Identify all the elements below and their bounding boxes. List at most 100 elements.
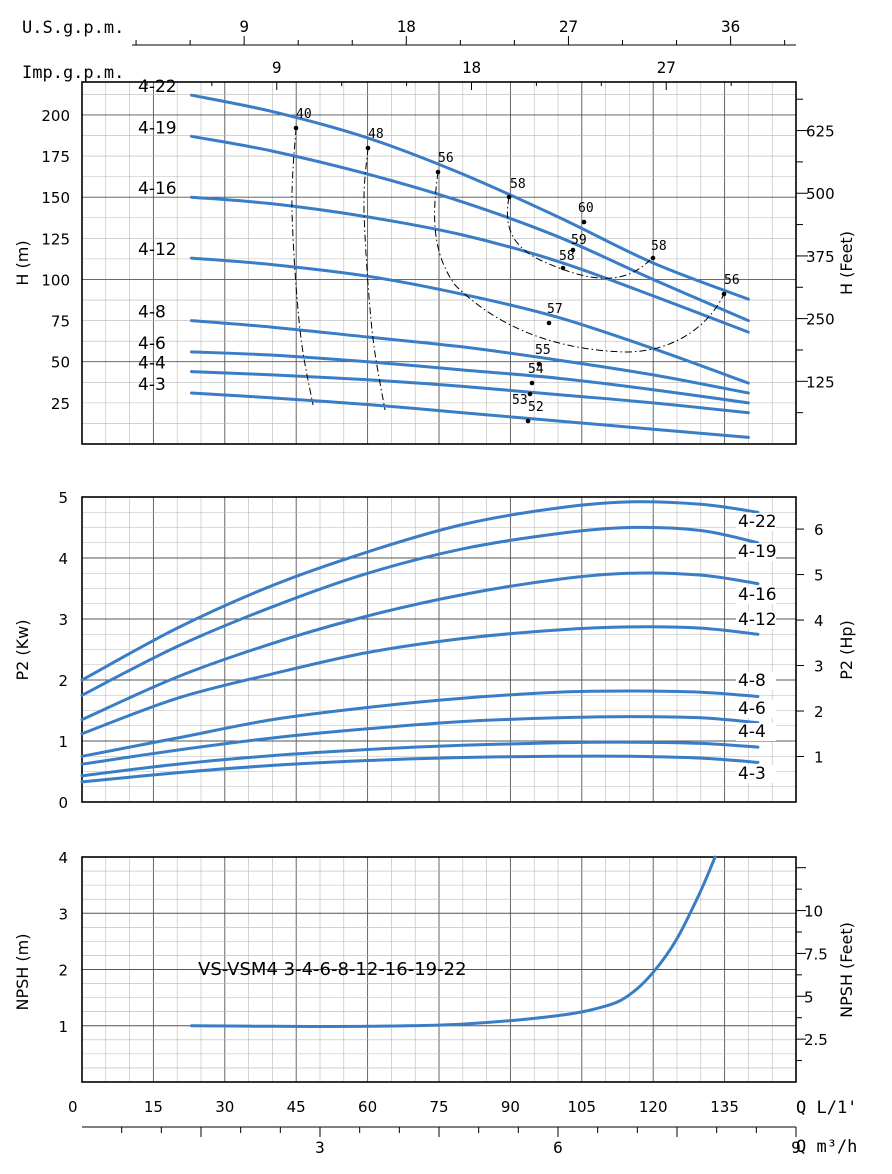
- npsh-right-tick-label: 5: [804, 988, 814, 1006]
- efficiency-label: 58: [510, 177, 526, 192]
- q-lmin-tick-label: 135: [710, 1098, 739, 1116]
- efficiency-isoline: [291, 127, 314, 406]
- q-m3h-tick-label: 3: [315, 1138, 325, 1157]
- q-lmin-tick-label: 15: [144, 1098, 163, 1116]
- efficiency-label: 52: [528, 400, 544, 415]
- power-series-label-4-6: 4-6: [738, 699, 766, 719]
- head-ytick-label: 200: [41, 107, 70, 125]
- power-series-label-4-19: 4-19: [738, 542, 777, 562]
- head-series-label-4-6: 4-6: [138, 334, 166, 354]
- power-ylabel-right: P2 (Hp): [837, 620, 856, 680]
- power-series-label-bg: [736, 672, 776, 690]
- power-series-label-bg: [736, 765, 776, 783]
- efficiency-isoline: [506, 196, 651, 279]
- head-series-label-4-8: 4-8: [138, 303, 166, 323]
- efficiency-label: 58: [651, 239, 667, 254]
- efficiency-marker: [581, 219, 587, 225]
- power-curve-4-16: [80, 571, 760, 722]
- power-series-label-4-4: 4-4: [738, 722, 766, 742]
- head-series-label-4-4: 4-4: [138, 354, 166, 374]
- head-curve-4-22: [190, 93, 750, 301]
- usgpm-tick-label: 36: [721, 17, 740, 36]
- npsh-right-tick-label: 7.5: [804, 945, 828, 963]
- power-curve-4-22: [80, 500, 760, 682]
- efficiency-marker: [650, 255, 656, 261]
- head-series-label-4-3: 4-3: [138, 375, 166, 395]
- power-series-label-4-8: 4-8: [738, 671, 766, 691]
- power-series-label-bg: [736, 611, 776, 629]
- head-right-tick-label: 250: [806, 311, 835, 329]
- head-curve-4-16: [190, 195, 750, 334]
- efficiency-marker: [529, 380, 535, 386]
- efficiency-label: 56: [724, 273, 740, 288]
- efficiency-label: 58: [559, 249, 575, 264]
- efficiency-label: 56: [438, 151, 454, 166]
- npsh-ytick-label: 4: [58, 849, 68, 867]
- head-curve-4-4: [190, 370, 750, 415]
- q-m3h-axis-label: Q m³/h: [796, 1137, 857, 1157]
- power-series-label-4-12: 4-12: [738, 610, 777, 630]
- head-series-label-4-12: 4-12: [138, 240, 177, 260]
- power-right-tick-label: 1: [814, 749, 824, 767]
- efficiency-isoline: [434, 171, 725, 353]
- efficiency-marker: [525, 418, 531, 424]
- efficiency-label: 60: [578, 201, 594, 216]
- q-lmin-tick-label: 75: [429, 1098, 448, 1116]
- impgpm-tick-label: 27: [657, 58, 676, 77]
- head-frame: [81, 81, 797, 445]
- impgpm-axis-label: Imp.g.p.m.: [22, 63, 124, 83]
- head-ytick-label: 25: [51, 395, 70, 413]
- power-curve-4-3: [80, 754, 760, 784]
- head-right-tick-label: 625: [806, 123, 835, 141]
- power-series-label-4-3: 4-3: [738, 764, 766, 784]
- q-lmin-tick-label: 0: [68, 1098, 78, 1116]
- power-right-tick-label: 3: [814, 658, 824, 676]
- power-ytick-label: 5: [58, 489, 68, 507]
- power-curve-4-8: [80, 689, 760, 758]
- efficiency-label: 48: [368, 127, 384, 142]
- power-right-tick-label: 6: [814, 521, 824, 539]
- efficiency-label: 55: [535, 343, 551, 358]
- head-ytick-label: 125: [41, 230, 70, 248]
- power-series-label-bg: [736, 513, 776, 531]
- npsh-ylabel-right: NPSH (Feet): [837, 922, 856, 1018]
- efficiency-marker: [365, 145, 371, 151]
- q-lmin-tick-label: 90: [501, 1098, 520, 1116]
- npsh-ytick-label: 3: [58, 905, 68, 923]
- efficiency-marker: [536, 361, 542, 367]
- head-right-tick-label: 125: [806, 373, 835, 391]
- npsh-grid: [81, 856, 797, 1083]
- head-ytick-label: 50: [51, 354, 70, 372]
- power-curve-4-12: [80, 625, 760, 736]
- npsh-curve: [190, 855, 717, 1029]
- head-ytick-label: 150: [41, 189, 70, 207]
- power-series-label-bg: [736, 723, 776, 741]
- power-ytick-label: 3: [58, 611, 68, 629]
- power-ytick-label: 0: [58, 794, 68, 812]
- head-right-tick-label: 375: [806, 248, 835, 266]
- head-curve-4-3: [190, 391, 750, 439]
- usgpm-tick-label: 27: [559, 17, 578, 36]
- efficiency-marker: [721, 291, 727, 297]
- npsh-ylabel: NPSH (m): [13, 934, 32, 1011]
- head-ylabel-right: H (Feet): [837, 231, 856, 295]
- head-series-label-4-16: 4-16: [138, 179, 177, 199]
- head-ytick-label: 175: [41, 148, 70, 166]
- head-curve-4-6: [190, 350, 750, 405]
- impgpm-tick-label: 18: [462, 58, 481, 77]
- head-right-tick-label: 500: [806, 185, 835, 203]
- power-series-label-4-16: 4-16: [738, 585, 777, 605]
- q-lmin-tick-label: 60: [358, 1098, 377, 1116]
- power-right-tick-label: 4: [814, 612, 824, 630]
- npsh-ytick-label: 1: [58, 1018, 68, 1036]
- head-curve-4-19: [190, 134, 750, 323]
- npsh-series-caption: VS-VSM4 3-4-6-8-12-16-19-22: [198, 959, 467, 980]
- efficiency-marker: [506, 194, 512, 200]
- npsh-right-tick-label: 2.5: [804, 1031, 828, 1049]
- q-lmin-tick-label: 105: [567, 1098, 596, 1116]
- power-ytick-label: 1: [58, 733, 68, 751]
- usgpm-tick-label: 18: [397, 17, 416, 36]
- q-lmin-tick-label: 120: [639, 1098, 668, 1116]
- power-ytick-label: 4: [58, 550, 68, 568]
- efficiency-label: 57: [547, 302, 563, 317]
